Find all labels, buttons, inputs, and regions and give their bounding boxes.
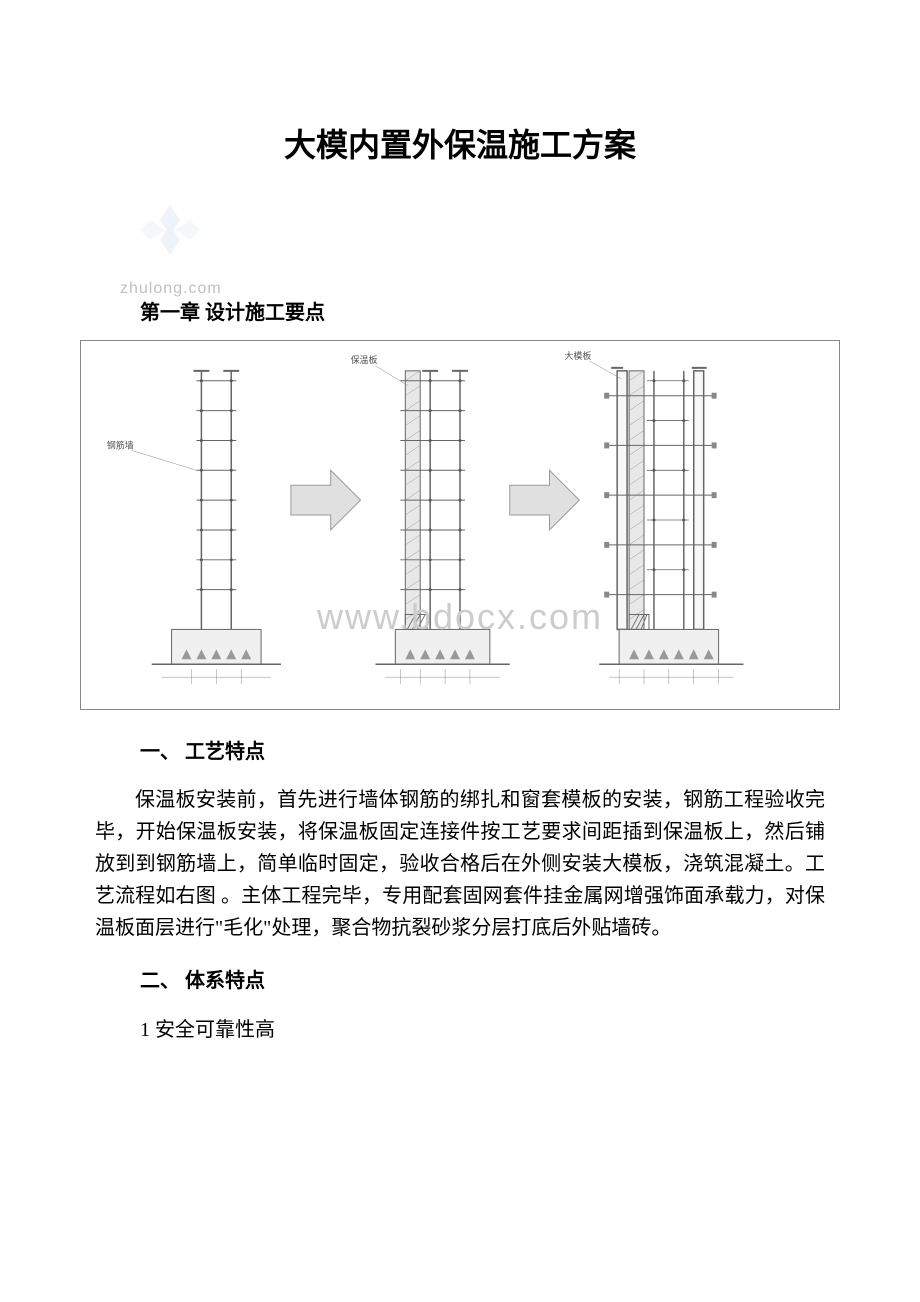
construction-diagram-svg: 钢筋墙	[81, 341, 839, 709]
process-diagram: 钢筋墙	[80, 340, 840, 710]
chapter-heading: 第一章 设计施工要点	[140, 296, 840, 325]
zhulong-text-watermark: zhulong.com	[120, 280, 222, 298]
document-title: 大模内置外保温施工方案	[80, 120, 840, 166]
diagram-label-step2: 保温板	[351, 354, 378, 365]
diagram-label-step3: 大模板	[564, 350, 591, 361]
section-heading-2: 二、 体系特点	[140, 964, 840, 993]
process-arrow-icon	[291, 470, 361, 530]
list-item-1: 1 安全可靠性高	[140, 1013, 840, 1042]
process-arrow-icon	[510, 470, 580, 530]
zhulong-logo-icon	[140, 200, 200, 260]
section-heading-1: 一、 工艺特点	[140, 735, 840, 764]
paragraph-1: 保温板安装前，首先进行墙体钢筋的绑扎和窗套模板的安装，钢筋工程验收完毕，开始保温…	[95, 784, 825, 944]
diagram-label-step1: 钢筋墙	[107, 439, 134, 450]
